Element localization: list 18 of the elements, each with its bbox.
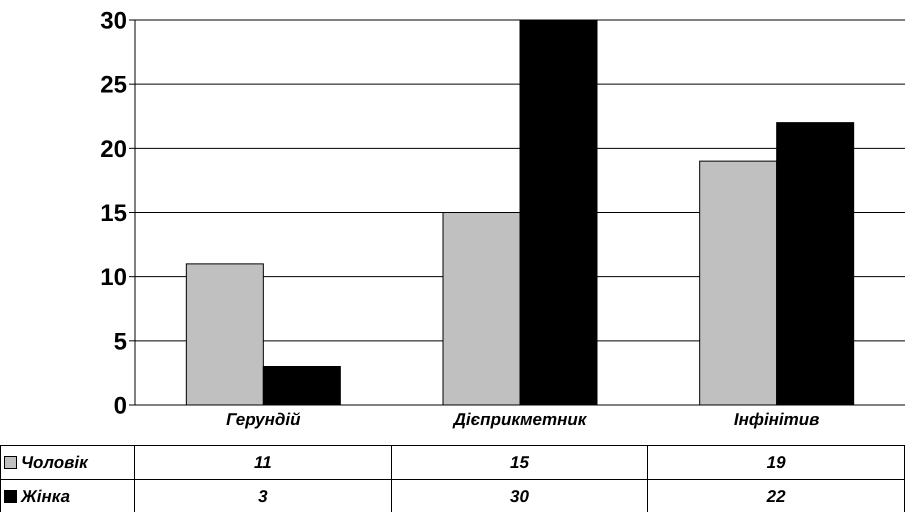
data-label: 22 xyxy=(648,480,905,512)
x-tick-label: Дієприкметник xyxy=(452,410,588,430)
x-tick-label: Герундій xyxy=(226,410,302,430)
data-label: 15 xyxy=(392,446,648,479)
y-tick-label: 5 xyxy=(114,328,127,356)
y-tick-label: 0 xyxy=(114,392,127,420)
data-label: 11 xyxy=(135,446,392,479)
y-tick-label: 25 xyxy=(100,72,127,99)
x-tick-label: Інфінітив xyxy=(734,410,820,430)
legend-label: Чоловік xyxy=(21,452,88,472)
y-tick-label: 10 xyxy=(100,264,127,292)
y-tick-label: 15 xyxy=(100,200,127,228)
data-label: 3 xyxy=(135,480,392,512)
legend-label: Жінка xyxy=(21,486,70,506)
y-tick-label: 20 xyxy=(100,136,127,163)
data-label: 30 xyxy=(392,480,648,512)
y-tick-label: 30 xyxy=(100,8,127,35)
data-label: 19 xyxy=(648,446,905,479)
